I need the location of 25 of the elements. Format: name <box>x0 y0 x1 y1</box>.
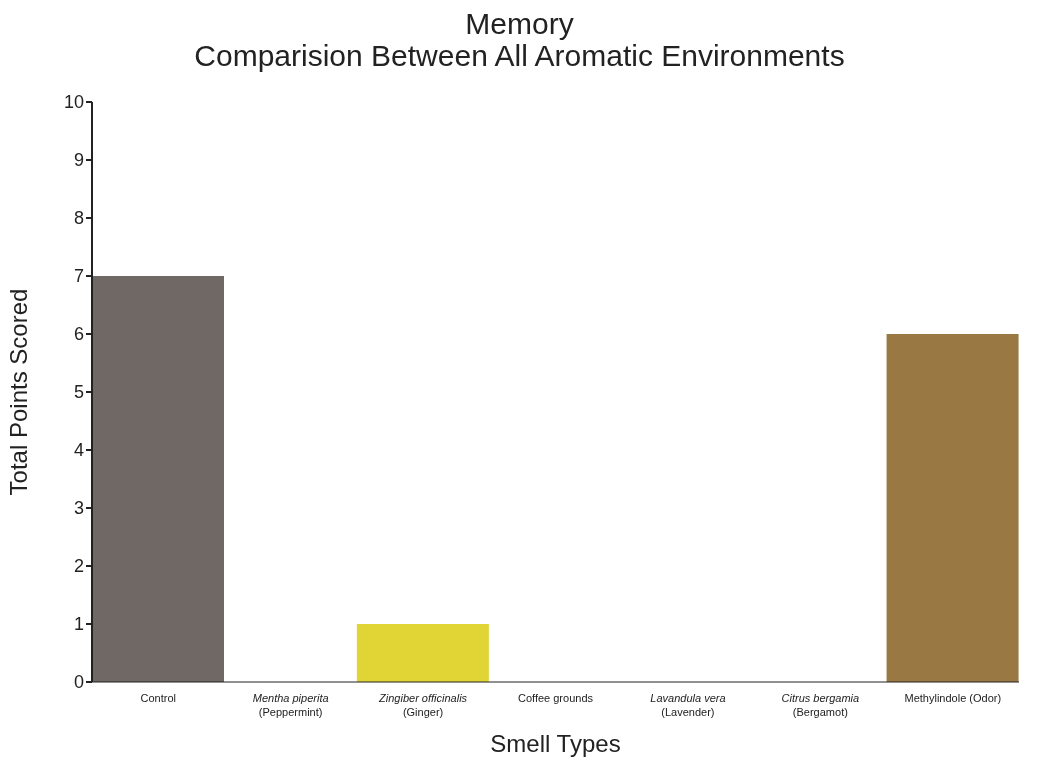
y-tick-label: 2 <box>73 556 84 577</box>
x-tick-label: Methylindole (Odor) <box>904 692 1002 704</box>
y-axis-title: Total Points Scored <box>4 288 32 496</box>
x-tick-label: Citrus bergamia (Bergamot) <box>781 692 860 718</box>
y-tick-label: 7 <box>73 266 84 287</box>
x-tick-label: Control <box>140 692 176 704</box>
y-tick-label: 4 <box>73 440 84 461</box>
y-tick-label: 0 <box>73 672 84 693</box>
y-tick-label: 1 <box>73 614 84 635</box>
x-tick-label: Mentha piperita (Peppermint) <box>252 692 329 718</box>
x-tick-label: Lavandula vera (Lavender) <box>650 692 726 718</box>
bar <box>886 334 1019 682</box>
y-tick-label: 3 <box>73 498 84 519</box>
y-tick-label: 9 <box>73 150 84 171</box>
y-tick-label: 8 <box>73 208 84 229</box>
x-tick-label: Zingiber officinalis (Ginger) <box>378 692 468 718</box>
y-tick-label: 6 <box>73 324 84 345</box>
x-axis-title: Smell Types <box>490 730 621 757</box>
x-tick-label: Coffee grounds <box>517 692 594 704</box>
y-tick-label: 5 <box>73 382 84 403</box>
y-tick-label: 10 <box>63 92 84 113</box>
chart-title: Memory <box>464 7 575 40</box>
bar <box>356 624 489 682</box>
bar <box>92 276 224 682</box>
chart-subtitle: Comparision Between All Aromatic Environments <box>193 39 846 72</box>
